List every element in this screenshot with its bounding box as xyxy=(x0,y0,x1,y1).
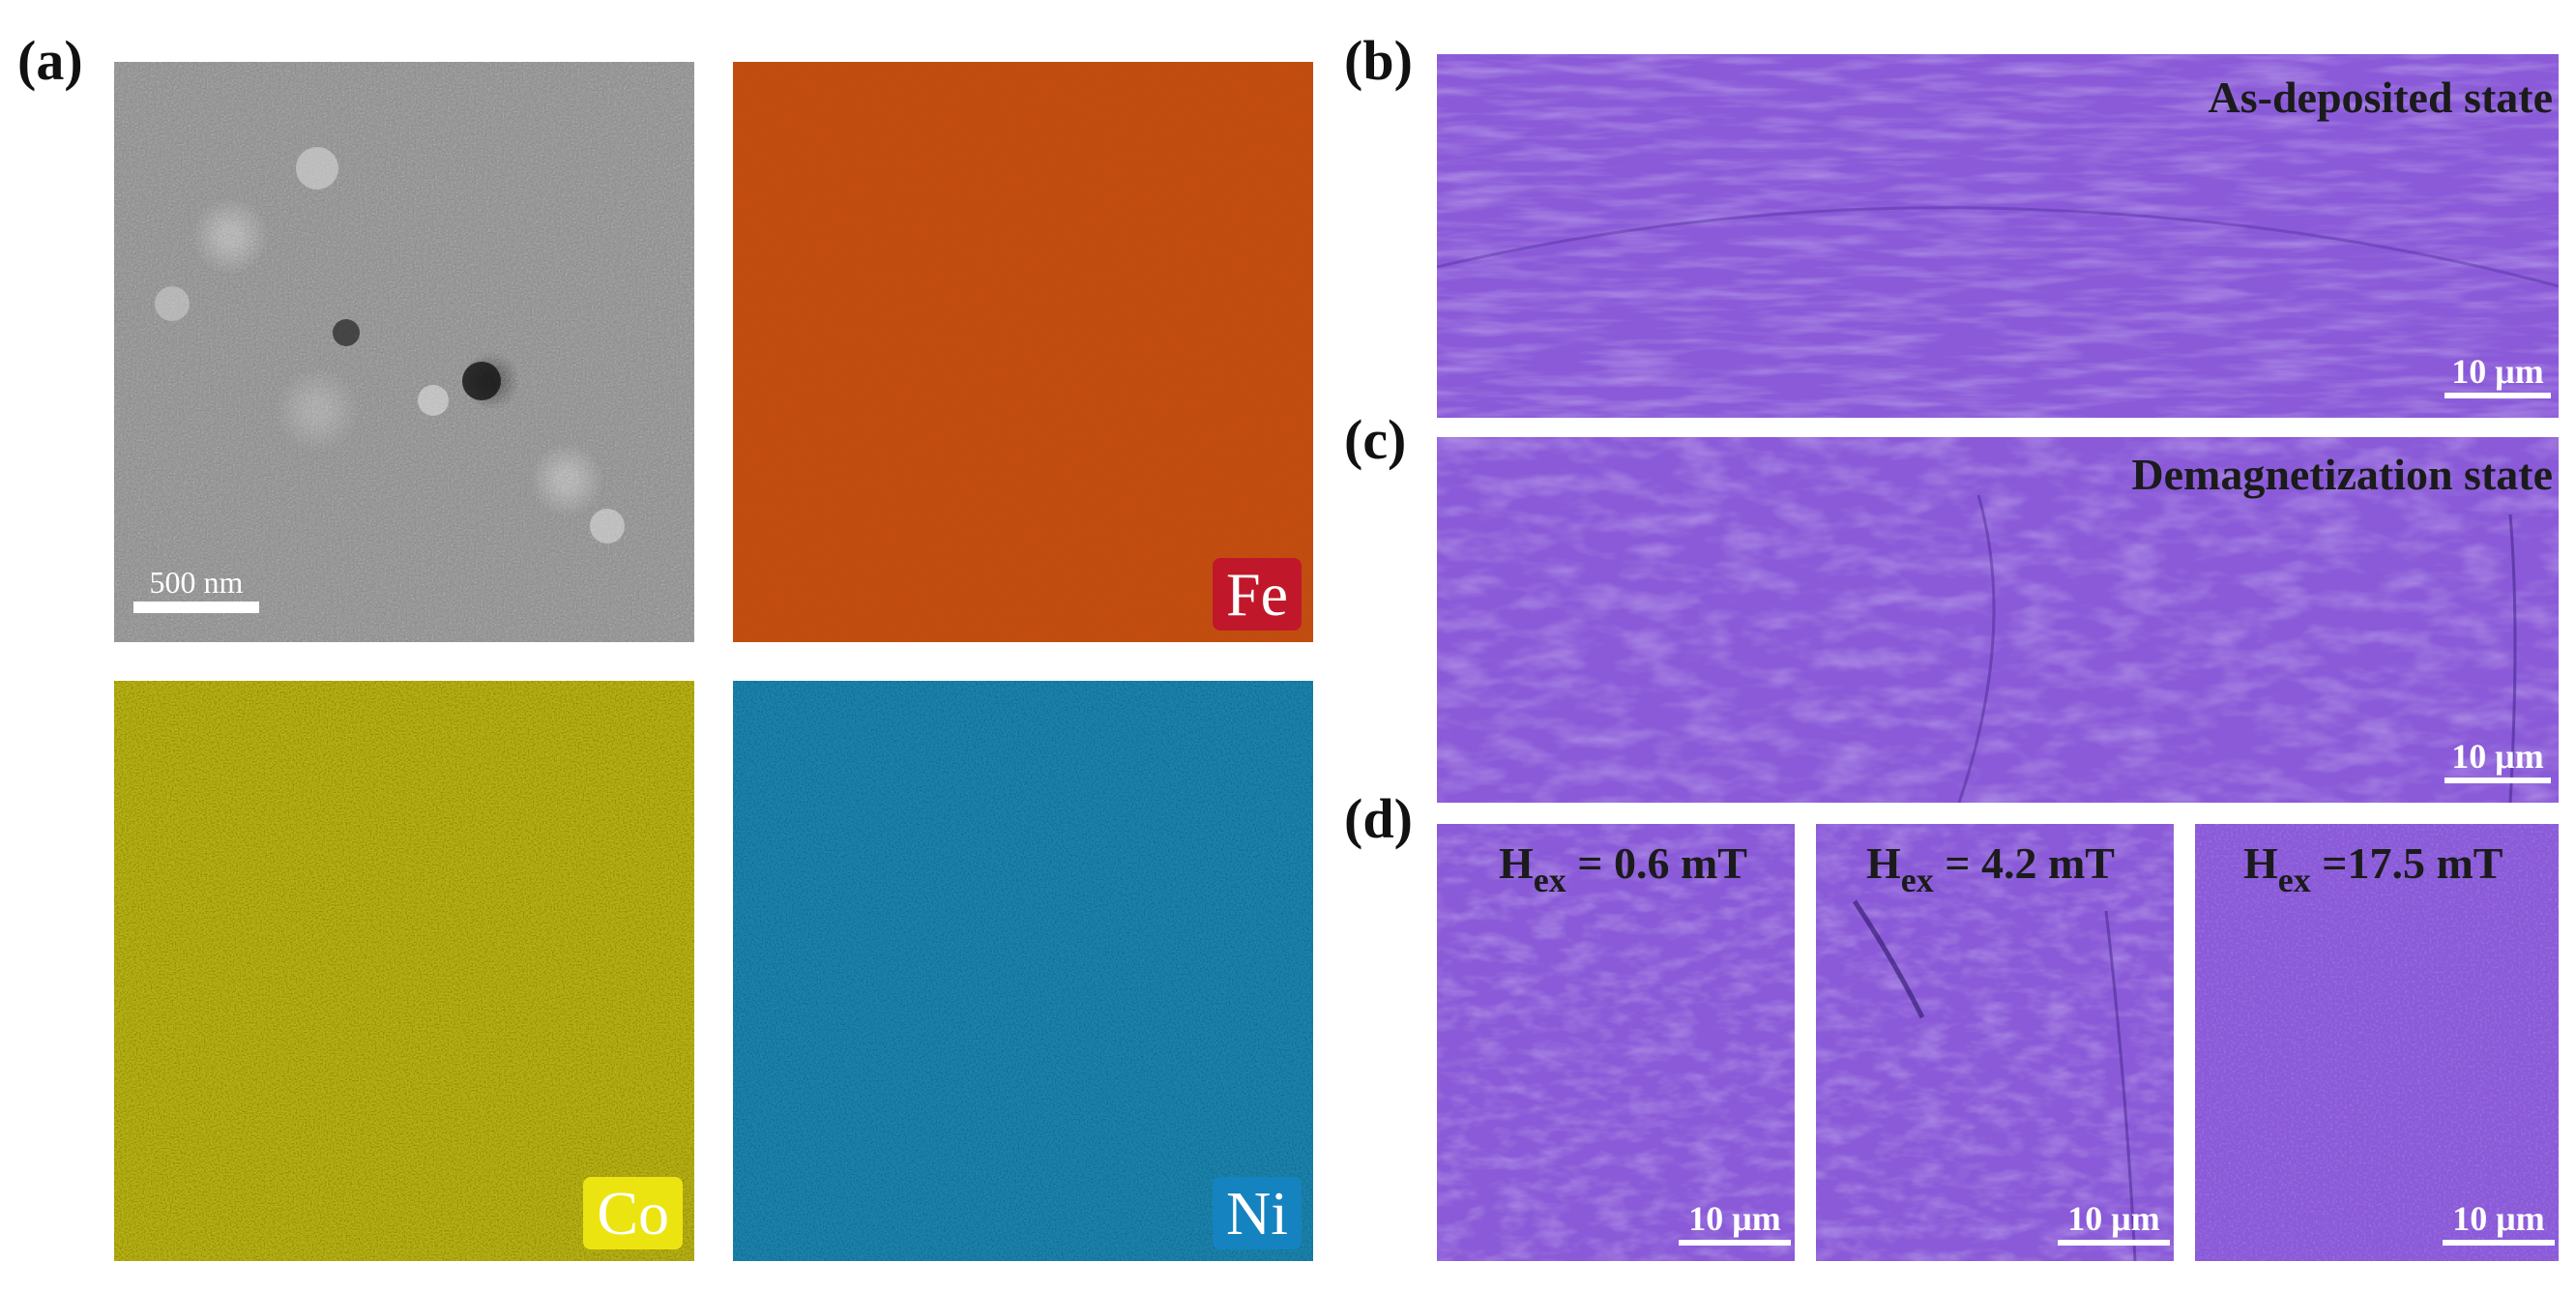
hex-sub-0: ex xyxy=(1533,861,1566,899)
state-label-c: Demagnetization state xyxy=(2131,450,2553,499)
mfm-image-hex-2: Hex =17.5 mT 10 μm xyxy=(2195,824,2559,1261)
scalebar-b-text: 10 μm xyxy=(2451,352,2544,391)
ni-element-badge: Ni xyxy=(1213,1176,1302,1249)
scalebar-d-1-text: 10 μm xyxy=(2067,1199,2160,1238)
scalebar-c-line xyxy=(2444,778,2551,783)
scalebar-a-text: 500 nm xyxy=(149,565,244,600)
hex-sub-1: ex xyxy=(1900,861,1934,899)
scalebar-b-line xyxy=(2444,393,2551,398)
hex-value-2: =17.5 mT xyxy=(2322,838,2503,888)
state-label-b: As-deposited state xyxy=(2208,73,2553,122)
hex-h-2: H xyxy=(2243,838,2278,888)
hex-h-1: H xyxy=(1866,838,1901,888)
fe-element-badge: Fe xyxy=(1213,557,1302,631)
scalebar-d-2-line xyxy=(2443,1240,2555,1246)
co-element-badge: Co xyxy=(583,1176,683,1249)
mfm-image-demagnetization: Demagnetization state 10 μm xyxy=(1437,437,2559,803)
hex-h-0: H xyxy=(1499,838,1534,888)
hex-label-1: Hex = 4.2 mT xyxy=(1866,837,2115,900)
panel-label-a: (a) xyxy=(17,29,83,92)
scalebar-d-0: 10 μm xyxy=(1679,1201,1791,1246)
mfm-image-hex-1: Hex = 4.2 mT 10 μm xyxy=(1816,824,2174,1261)
scalebar-c-text: 10 μm xyxy=(2451,737,2544,776)
scalebar-b: 10 μm xyxy=(2444,354,2551,398)
hex-label-2: Hex =17.5 mT xyxy=(2243,837,2503,900)
fe-map-image: Fe xyxy=(733,62,1313,642)
panel-label-b: (b) xyxy=(1344,29,1413,92)
hex-sub-2: ex xyxy=(2277,861,2311,899)
scalebar-d-2-text: 10 μm xyxy=(2452,1199,2545,1238)
mfm-image-hex-0: Hex = 0.6 mT 10 μm xyxy=(1437,824,1795,1261)
co-map-image: Co xyxy=(114,681,694,1261)
panel-label-d: (d) xyxy=(1344,787,1413,850)
scalebar-d-1: 10 μm xyxy=(2058,1201,2170,1246)
hex-label-0: Hex = 0.6 mT xyxy=(1499,837,1747,900)
panel-label-c: (c) xyxy=(1344,408,1407,471)
hex-value-1: = 4.2 mT xyxy=(1945,838,2115,888)
ni-map-image: Ni xyxy=(733,681,1313,1261)
scalebar-d-0-text: 10 μm xyxy=(1688,1199,1781,1238)
mfm-image-as-deposited: As-deposited state 10 μm xyxy=(1437,54,2559,418)
scalebar-d-1-line xyxy=(2058,1240,2170,1246)
scalebar-c: 10 μm xyxy=(2444,739,2551,783)
hex-value-0: = 0.6 mT xyxy=(1577,838,1747,888)
sem-image: 500 nm xyxy=(114,62,694,642)
scalebar-a: 500 nm xyxy=(133,567,259,613)
scalebar-a-line xyxy=(133,602,259,613)
scalebar-d-0-line xyxy=(1679,1240,1791,1246)
scalebar-d-2: 10 μm xyxy=(2443,1201,2555,1246)
